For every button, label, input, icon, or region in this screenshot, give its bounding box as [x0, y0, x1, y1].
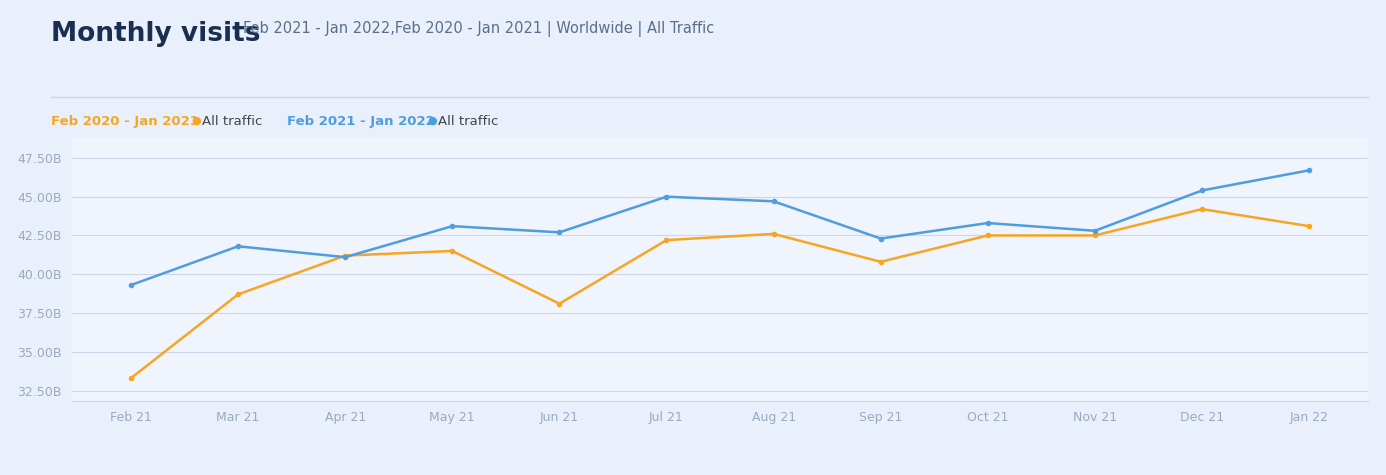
Text: Feb 2021 - Jan 2022,Feb 2020 - Jan 2021 | Worldwide | All Traffic: Feb 2021 - Jan 2022,Feb 2020 - Jan 2021 … [243, 21, 714, 38]
Text: ●: ● [427, 116, 437, 126]
Text: Feb 2021 - Jan 2022: Feb 2021 - Jan 2022 [287, 114, 435, 128]
Text: ●: ● [191, 116, 201, 126]
Text: All traffic: All traffic [202, 114, 263, 128]
Text: All traffic: All traffic [438, 114, 499, 128]
Text: Feb 2020 - Jan 2021: Feb 2020 - Jan 2021 [51, 114, 200, 128]
Text: Monthly visits: Monthly visits [51, 21, 261, 48]
